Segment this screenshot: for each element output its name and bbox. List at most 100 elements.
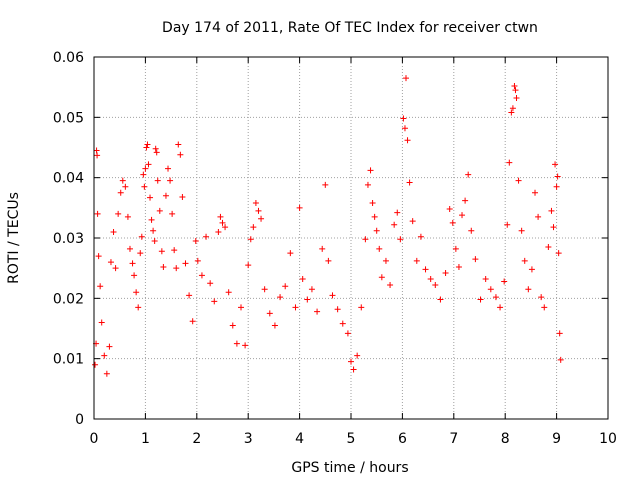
data-point bbox=[501, 278, 508, 285]
data-point bbox=[296, 204, 303, 211]
data-point bbox=[446, 206, 453, 213]
axis-tick-labels: 0 1 2 3 4 5 6 7 8 9 10 0 0.01 0.02 0.03 0.04 0.05 0.06 bbox=[53, 50, 617, 447]
data-point bbox=[541, 304, 548, 311]
data-point bbox=[282, 283, 289, 290]
data-point bbox=[400, 115, 407, 122]
data-point bbox=[382, 257, 389, 264]
data-point bbox=[462, 197, 469, 204]
data-point bbox=[548, 207, 555, 214]
data-point bbox=[173, 265, 180, 272]
data-point bbox=[521, 257, 528, 264]
data-point bbox=[138, 233, 145, 240]
data-point bbox=[555, 250, 562, 257]
data-point bbox=[250, 224, 257, 231]
data-point bbox=[477, 296, 484, 303]
data-point bbox=[452, 245, 459, 252]
data-point bbox=[497, 304, 504, 311]
data-point bbox=[247, 236, 254, 243]
data-point bbox=[287, 250, 294, 257]
data-point bbox=[406, 179, 413, 186]
data-point bbox=[117, 189, 124, 196]
data-point bbox=[432, 282, 439, 289]
data-point bbox=[378, 274, 385, 281]
data-point bbox=[532, 189, 539, 196]
data-point bbox=[304, 296, 311, 303]
axis-ticks bbox=[93, 56, 609, 420]
y-tick-label: 0 bbox=[75, 412, 84, 428]
data-point bbox=[255, 207, 262, 214]
data-point bbox=[552, 161, 559, 168]
y-tick-label: 0.05 bbox=[53, 110, 84, 126]
data-point bbox=[94, 152, 101, 159]
data-point bbox=[141, 183, 148, 190]
data-point bbox=[455, 263, 462, 270]
data-point bbox=[350, 366, 357, 373]
x-tick-label: 8 bbox=[501, 431, 510, 447]
x-tick-label: 0 bbox=[90, 431, 99, 447]
data-point bbox=[126, 245, 133, 252]
data-point bbox=[162, 192, 169, 199]
data-point bbox=[512, 87, 519, 94]
data-point bbox=[334, 306, 341, 313]
data-point bbox=[233, 340, 240, 347]
data-point bbox=[252, 200, 259, 207]
data-point bbox=[404, 137, 411, 144]
data-point bbox=[465, 171, 472, 178]
data-point bbox=[449, 219, 456, 226]
data-point bbox=[509, 105, 516, 112]
data-point bbox=[129, 260, 136, 267]
data-point bbox=[182, 260, 189, 267]
data-point bbox=[387, 282, 394, 289]
data-point bbox=[329, 292, 336, 299]
data-point bbox=[98, 319, 105, 326]
x-tick-label: 7 bbox=[449, 431, 458, 447]
data-point bbox=[319, 245, 326, 252]
data-point bbox=[94, 210, 101, 217]
data-point bbox=[95, 253, 102, 260]
data-point bbox=[504, 221, 511, 228]
data-points bbox=[92, 75, 564, 377]
data-point bbox=[369, 200, 376, 207]
data-point bbox=[506, 159, 513, 166]
data-point bbox=[156, 207, 163, 214]
data-point bbox=[339, 320, 346, 327]
data-point bbox=[144, 141, 151, 148]
data-point bbox=[367, 167, 374, 174]
data-point bbox=[314, 308, 321, 315]
data-point bbox=[258, 215, 265, 222]
data-point bbox=[135, 304, 142, 311]
data-point bbox=[219, 219, 226, 226]
data-point bbox=[165, 165, 172, 172]
x-tick-label: 2 bbox=[192, 431, 201, 447]
data-point bbox=[175, 141, 182, 148]
data-point bbox=[525, 286, 532, 293]
data-point bbox=[556, 330, 563, 337]
data-point bbox=[508, 109, 515, 116]
data-point bbox=[198, 272, 205, 279]
data-point bbox=[158, 248, 165, 255]
data-point bbox=[229, 322, 236, 329]
data-point bbox=[292, 304, 299, 311]
data-point bbox=[143, 144, 150, 151]
grid-lines bbox=[94, 57, 608, 419]
x-tick-label: 9 bbox=[552, 431, 561, 447]
y-tick-label: 0.03 bbox=[53, 231, 84, 247]
y-tick-label: 0.01 bbox=[53, 352, 84, 368]
data-point bbox=[492, 294, 499, 301]
data-point bbox=[225, 289, 232, 296]
x-tick-label: 6 bbox=[398, 431, 407, 447]
data-point bbox=[487, 286, 494, 293]
data-point bbox=[459, 212, 466, 219]
data-point bbox=[140, 171, 147, 178]
data-point bbox=[160, 263, 167, 270]
data-point bbox=[203, 233, 210, 240]
data-point bbox=[299, 276, 306, 283]
data-point bbox=[142, 165, 149, 172]
data-point bbox=[344, 330, 351, 337]
data-point bbox=[238, 304, 245, 311]
data-point bbox=[557, 356, 564, 363]
chart-title: Day 174 of 2011, Rate Of TEC Index for r… bbox=[162, 20, 538, 36]
data-point bbox=[545, 244, 552, 251]
